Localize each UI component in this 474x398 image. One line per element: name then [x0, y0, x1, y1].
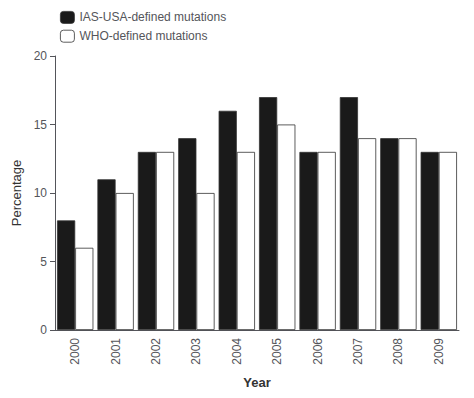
svg-text:2003: 2003	[189, 338, 203, 365]
svg-text:15: 15	[34, 118, 48, 132]
svg-text:2007: 2007	[351, 338, 365, 365]
svg-text:2002: 2002	[149, 338, 163, 365]
svg-text:WHO-defined mutations: WHO-defined mutations	[79, 29, 207, 43]
svg-text:Year: Year	[243, 375, 270, 390]
svg-text:5: 5	[40, 255, 47, 269]
svg-text:2001: 2001	[109, 338, 123, 365]
svg-text:10: 10	[34, 186, 48, 200]
svg-text:2004: 2004	[230, 338, 244, 365]
svg-text:Percentage: Percentage	[9, 160, 24, 227]
svg-text:2000: 2000	[68, 338, 82, 365]
svg-text:2006: 2006	[311, 338, 325, 365]
svg-text:20: 20	[34, 49, 48, 63]
svg-text:2009: 2009	[432, 338, 446, 365]
svg-text:2008: 2008	[391, 338, 405, 365]
svg-text:IAS-USA-defined mutations: IAS-USA-defined mutations	[79, 10, 226, 24]
svg-text:2005: 2005	[270, 338, 284, 365]
svg-text:0: 0	[40, 323, 47, 337]
